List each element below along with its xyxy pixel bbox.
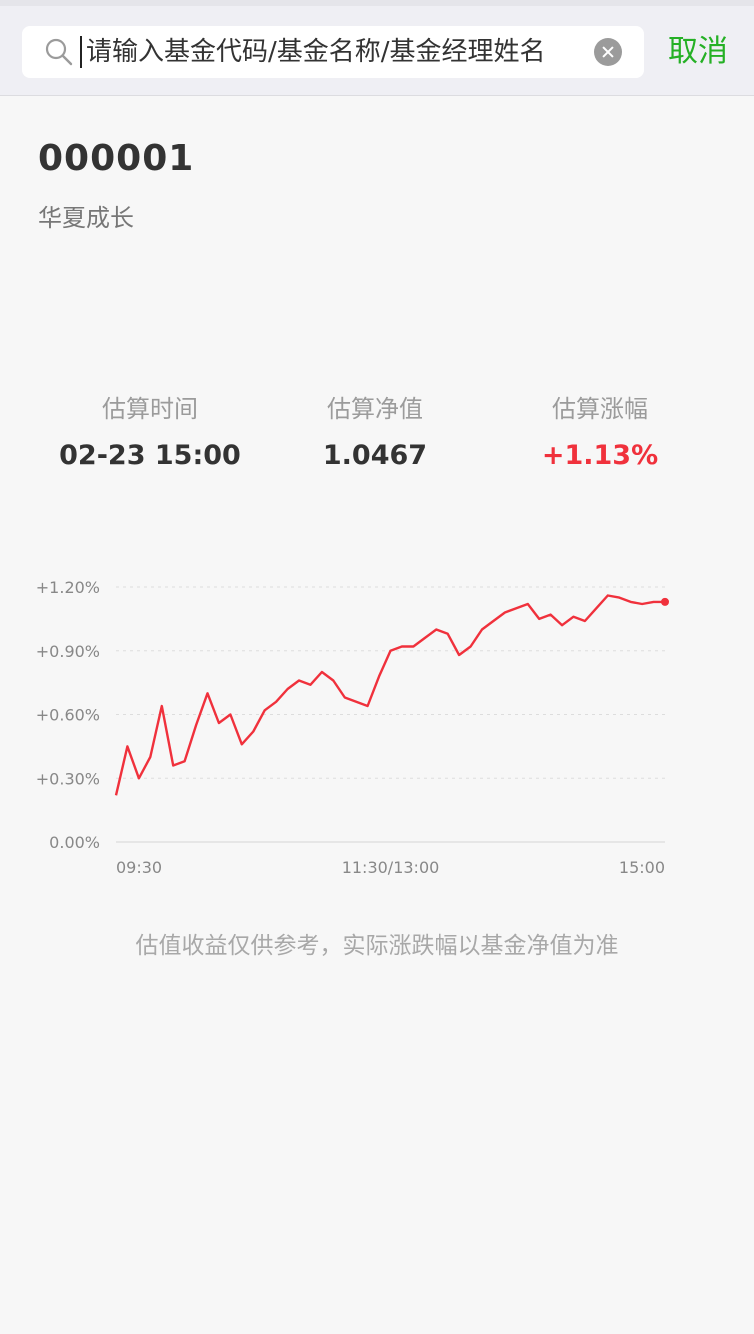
footnote: 估值收益仅供参考，实际涨跌幅以基金净值为准 [135, 933, 619, 959]
search-input[interactable] [80, 36, 580, 68]
search-icon [44, 37, 74, 67]
metric-label: 估算净值 [327, 395, 423, 423]
y-tick-label: +0.60% [36, 706, 100, 725]
fund-name: 华夏成长 [38, 204, 134, 232]
metric-value: 1.0467 [322, 440, 428, 471]
metric-time: 估算时间 02-23 15:00 [40, 392, 260, 474]
x-tick-label: 09:30 [116, 858, 162, 877]
y-tick-label: +1.20% [36, 578, 100, 597]
search-box[interactable] [22, 26, 644, 78]
search-bar: 取消 [0, 0, 754, 96]
series-end-point [661, 597, 669, 606]
x-tick-label: 11:30/13:00 [342, 858, 440, 877]
metric-value: 02-23 15:00 [59, 440, 241, 471]
metric-label: 估算时间 [102, 395, 198, 423]
clear-icon[interactable] [594, 38, 622, 66]
x-tick-label: 15:00 [619, 858, 665, 877]
series-line [114, 594, 665, 796]
metric-value: +1.13% [541, 440, 659, 471]
y-tick-label: 0.00% [49, 833, 100, 852]
cancel-button[interactable]: 取消 [668, 34, 728, 69]
y-tick-label: +0.90% [36, 642, 100, 661]
metric-label: 估算涨幅 [552, 395, 648, 423]
metric-change: 估算涨幅 +1.13% [490, 392, 710, 474]
y-tick-label: +0.30% [36, 769, 100, 788]
metric-nav: 估算净值 1.0467 [265, 392, 485, 474]
fund-code: 000001 [38, 138, 195, 179]
intraday-chart: 0.00% +0.30% +0.60% +0.90% +1.20% 09:30 11:30/… [36, 578, 669, 877]
